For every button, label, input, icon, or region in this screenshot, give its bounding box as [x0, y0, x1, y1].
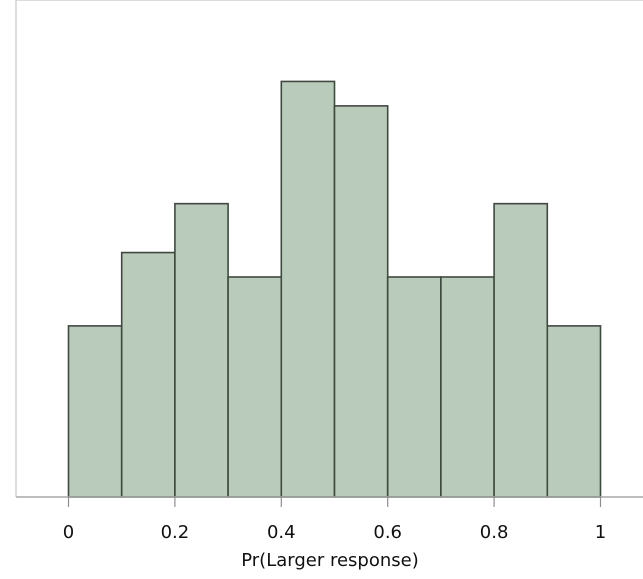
histogram-bar-1 [120, 251, 176, 498]
histogram-bar-9 [546, 325, 602, 498]
histogram-bar-2 [174, 202, 229, 498]
x-tick-label-0: 0 [63, 522, 74, 543]
histogram-bar-6 [386, 276, 442, 498]
x-tick-label-2: 0.4 [267, 522, 296, 543]
histogram-bar-4 [280, 80, 336, 498]
x-tick-label-4: 0.8 [480, 522, 509, 543]
histogram-bar-8 [493, 202, 549, 498]
histogram-bar-7 [440, 276, 495, 498]
x-tick-label-5: 1 [595, 522, 606, 543]
histogram-bar-3 [227, 276, 283, 498]
histogram-bars [67, 80, 602, 498]
x-tick-label-1: 0.2 [161, 522, 190, 543]
x-axis-ticks: 0 0.2 0.4 0.6 0.8 1 [63, 497, 606, 543]
histogram-bar-0 [67, 325, 123, 498]
histogram-bar-5 [333, 105, 389, 498]
x-axis-label: Pr(Larger response) [241, 550, 419, 571]
x-tick-label-3: 0.6 [373, 522, 402, 543]
